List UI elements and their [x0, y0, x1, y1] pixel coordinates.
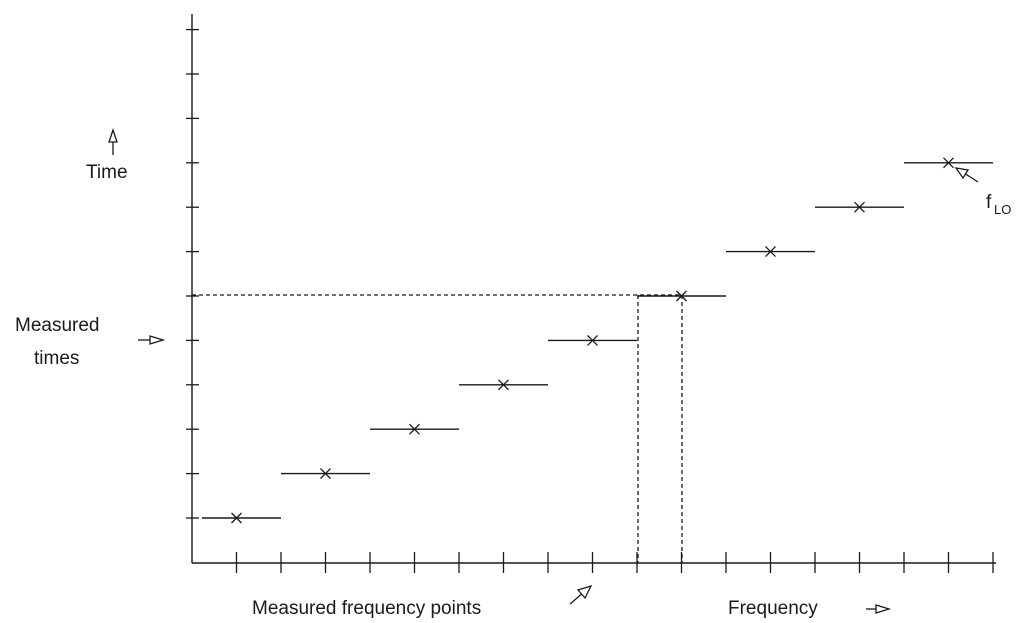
time-label: Time: [86, 162, 128, 183]
frequency-step: [548, 334, 637, 346]
frequency-step: [815, 201, 904, 213]
flo-main-text: f: [986, 192, 992, 213]
y-axis-ticks: [186, 28, 199, 519]
measured-times-label: Measured times: [15, 315, 166, 369]
frequency-step: [726, 246, 815, 258]
measured-times-arrowhead-icon: [149, 335, 166, 345]
flo-subscript-text: LO: [994, 202, 1011, 217]
step-marker: [409, 423, 420, 435]
frequency-step: [637, 290, 726, 302]
step-marker: [943, 157, 954, 169]
step-marker: [587, 334, 598, 346]
measured-times-line2: times: [34, 348, 79, 369]
time-arrowhead-icon: [108, 127, 118, 143]
step-marker: [765, 246, 776, 258]
flo-arrowhead-icon: [954, 167, 970, 180]
frequency-step: [281, 468, 370, 480]
step-marker: [231, 512, 242, 524]
measured-times-line1: Measured: [15, 315, 100, 336]
step-marker: [854, 201, 865, 213]
time-axis-label: Time: [86, 127, 128, 183]
measurement-guides: [192, 294, 683, 563]
frequency-step: [370, 423, 459, 435]
measured-frequency-points-text: Measured frequency points: [252, 598, 481, 619]
frequency-points-arrowhead-icon: [576, 584, 593, 600]
flo-label: f LO: [954, 167, 1011, 217]
frequency-step: [459, 379, 548, 391]
frequency-step: [202, 512, 281, 524]
measured-frequency-points-label: Measured frequency points: [252, 584, 593, 619]
step-marker: [676, 290, 687, 302]
frequency-steps: [202, 157, 993, 524]
frequency-arrowhead-icon: [875, 604, 892, 614]
flo-arrow-icon: [963, 172, 979, 183]
step-marker: [320, 468, 331, 480]
step-marker: [498, 379, 509, 391]
frequency-label: Frequency: [728, 598, 818, 619]
frequency-axis-label: Frequency: [728, 598, 892, 619]
frequency-step: [904, 157, 993, 169]
